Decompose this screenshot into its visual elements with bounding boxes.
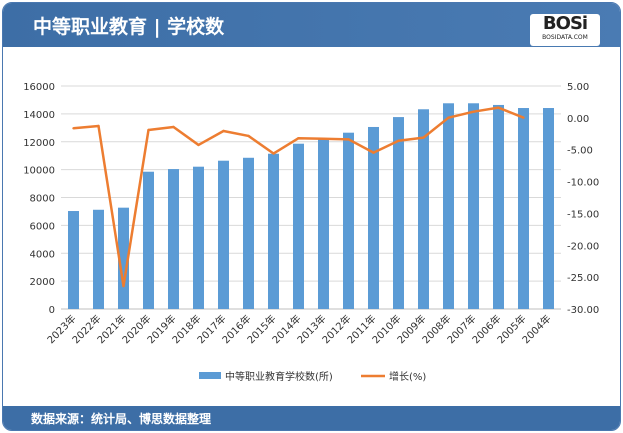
footer-bar: 数据来源：统计局、博思数据整理 — [3, 406, 620, 430]
left-axis-tick: 14000 — [23, 110, 55, 121]
combo-chart: 0 2000 4000 6000 8000 10000 12000 14000 16000 -30… — [23, 82, 599, 383]
legend-bar-swatch — [199, 372, 221, 379]
bar — [293, 143, 304, 309]
growth-point — [72, 127, 75, 130]
growth-point — [172, 125, 175, 129]
growth-point — [97, 124, 100, 128]
bar — [368, 126, 379, 309]
right-axis-tick: -25.00 — [567, 273, 599, 284]
growth-point — [472, 110, 475, 113]
bar — [493, 104, 504, 309]
left-axis-tick: 6000 — [30, 221, 55, 232]
growth-point — [297, 137, 300, 140]
bar — [468, 103, 479, 309]
growth-point — [272, 152, 275, 155]
bar — [443, 103, 454, 309]
legend-bar-label: 中等职业教育学校数(所) — [225, 370, 333, 383]
growth-point — [322, 137, 325, 140]
bar — [418, 109, 429, 309]
bar — [243, 157, 254, 309]
right-axis-tick: -10.00 — [567, 178, 599, 189]
growth-point — [147, 128, 150, 132]
left-axis-tick: 2000 — [30, 277, 55, 288]
bar — [543, 108, 554, 309]
growth-point — [222, 129, 225, 133]
bar — [318, 139, 329, 309]
growth-point — [497, 106, 500, 109]
left-axis-tick: 4000 — [30, 249, 55, 260]
bar — [218, 160, 229, 309]
growth-point — [422, 136, 425, 139]
right-axis-tick: 0.00 — [567, 114, 589, 125]
bar — [193, 166, 204, 309]
left-axis-tick: 12000 — [23, 138, 55, 149]
bar — [343, 132, 354, 309]
growth-point — [247, 134, 250, 138]
right-axis-tick: -30.00 — [567, 305, 599, 316]
bar — [93, 209, 104, 309]
left-axis-tick: 16000 — [23, 82, 55, 93]
growth-point — [522, 116, 525, 119]
right-axis-tick: -5.00 — [567, 146, 593, 157]
right-axis-tick: 5.00 — [567, 82, 589, 93]
left-axis-tick: 8000 — [30, 194, 55, 205]
growth-point — [122, 284, 125, 288]
right-axis-tick: -15.00 — [567, 209, 599, 220]
data-source: 数据来源：统计局、博思数据整理 — [31, 412, 212, 426]
bar — [68, 211, 79, 309]
header-bar: 中等职业教育 | 学校数 BOSi BOSIDATA.COM — [3, 3, 620, 47]
bar — [393, 117, 404, 309]
bosi-logo: BOSi BOSIDATA.COM — [530, 14, 600, 46]
growth-point — [397, 139, 400, 142]
legend-line-label: 增长(%) — [389, 370, 426, 383]
bar — [143, 171, 154, 309]
page-title: 中等职业教育 | 学校数 — [33, 16, 225, 38]
bar — [268, 153, 279, 309]
growth-point — [372, 151, 375, 154]
right-axis-tick: -20.00 — [567, 241, 599, 252]
left-axis-tick: 0 — [49, 305, 55, 316]
left-axis-tick: 10000 — [23, 166, 55, 177]
growth-point — [197, 143, 200, 147]
bar — [518, 108, 529, 309]
bar — [168, 169, 179, 309]
growth-point — [347, 138, 350, 141]
bar — [118, 207, 129, 309]
growth-point — [447, 116, 450, 119]
